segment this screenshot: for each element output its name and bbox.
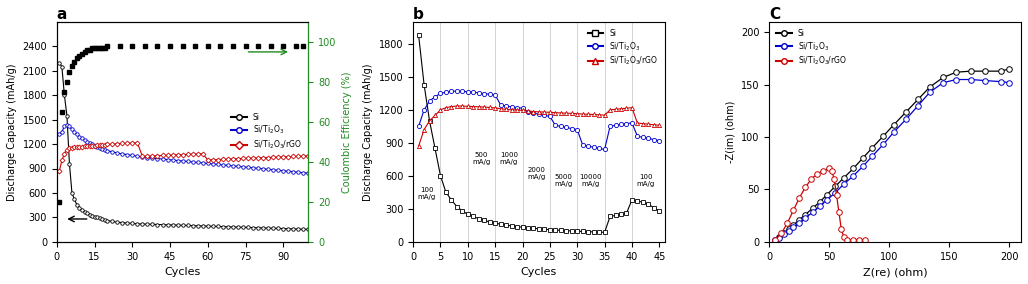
Y-axis label: Discharge Capacity (mAh/g): Discharge Capacity (mAh/g) [7, 63, 16, 201]
X-axis label: Cycles: Cycles [164, 267, 200, 277]
Legend: Si, Si/Ti$_2$O$_3$, Si/Ti$_2$O$_3$/rGO: Si, Si/Ti$_2$O$_3$, Si/Ti$_2$O$_3$/rGO [228, 110, 304, 154]
Text: 10000
mA/g: 10000 mA/g [580, 174, 602, 187]
X-axis label: Cycles: Cycles [521, 267, 557, 277]
Text: b: b [413, 7, 424, 22]
Legend: Si, Si/Ti$_2$O$_3$, Si/Ti$_2$O$_3$/rGO: Si, Si/Ti$_2$O$_3$, Si/Ti$_2$O$_3$/rGO [585, 26, 661, 70]
Text: 100
mA/g: 100 mA/g [636, 174, 655, 187]
Text: a: a [57, 7, 67, 22]
Text: 1000
mA/g: 1000 mA/g [500, 152, 518, 165]
Text: C: C [769, 7, 780, 22]
Text: 100
mA/g: 100 mA/g [417, 187, 436, 200]
Text: 5000
mA/g: 5000 mA/g [554, 174, 573, 187]
Y-axis label: -Z(im) (ohm): -Z(im) (ohm) [726, 101, 736, 163]
Text: 500
mA/g: 500 mA/g [473, 152, 490, 165]
Y-axis label: Discharge Capacity (mAh/g): Discharge Capacity (mAh/g) [363, 63, 373, 201]
Y-axis label: Coulombic Efficiency (%): Coulombic Efficiency (%) [342, 71, 353, 193]
Text: 2000
mA/g: 2000 mA/g [527, 167, 545, 180]
X-axis label: Z(re) (ohm): Z(re) (ohm) [862, 267, 927, 277]
Legend: Si, Si/Ti$_2$O$_3$, Si/Ti$_2$O$_3$/rGO: Si, Si/Ti$_2$O$_3$, Si/Ti$_2$O$_3$/rGO [773, 26, 849, 70]
